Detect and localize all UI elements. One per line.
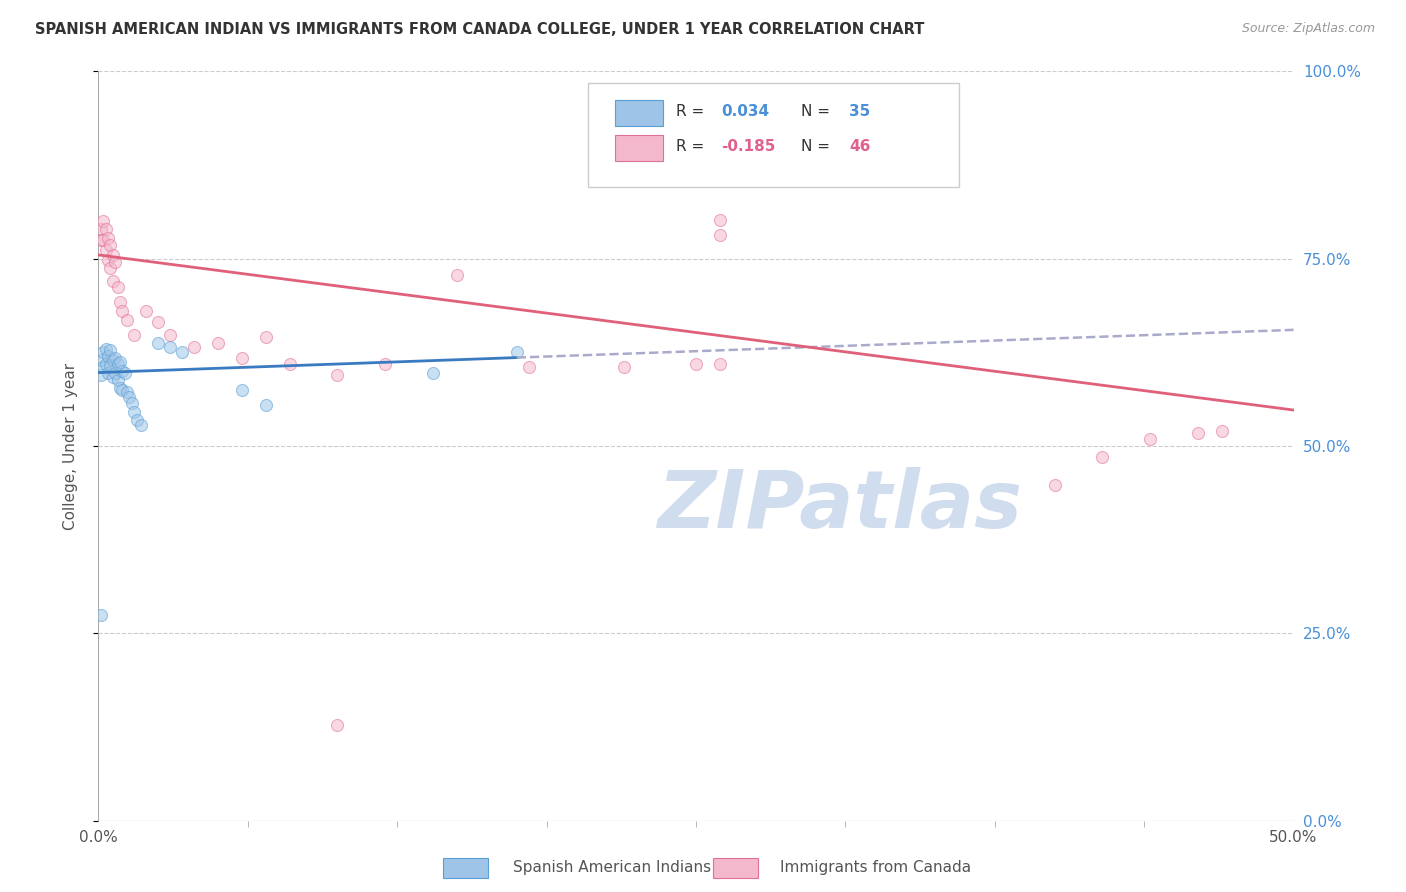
Point <box>121 395 143 409</box>
Point <box>231 351 253 365</box>
Point <box>613 360 636 375</box>
Point <box>111 364 134 378</box>
Text: 46: 46 <box>849 139 870 153</box>
Point <box>115 313 138 327</box>
Point <box>101 370 124 384</box>
Point <box>90 233 112 247</box>
Text: Source: ZipAtlas.com: Source: ZipAtlas.com <box>1241 22 1375 36</box>
Point <box>125 413 148 427</box>
Text: R =: R = <box>676 103 709 119</box>
Point <box>114 366 136 380</box>
Point <box>104 351 127 365</box>
Point <box>1091 450 1114 465</box>
Point <box>183 340 205 354</box>
Text: N =: N = <box>801 139 835 153</box>
Point <box>108 295 131 310</box>
Point <box>422 366 444 380</box>
Text: ZIPatlas: ZIPatlas <box>657 467 1022 545</box>
Point <box>159 340 181 354</box>
FancyBboxPatch shape <box>614 100 662 126</box>
Point <box>804 105 827 120</box>
Point <box>936 93 959 107</box>
Point <box>1211 424 1233 438</box>
Text: SPANISH AMERICAN INDIAN VS IMMIGRANTS FROM CANADA COLLEGE, UNDER 1 YEAR CORRELAT: SPANISH AMERICAN INDIAN VS IMMIGRANTS FR… <box>35 22 925 37</box>
Point <box>231 383 253 397</box>
Point <box>278 357 301 371</box>
Point <box>107 373 129 387</box>
Point <box>91 360 114 375</box>
Point <box>506 345 529 359</box>
Point <box>97 253 120 268</box>
Text: Immigrants from Canada: Immigrants from Canada <box>780 860 972 874</box>
Point <box>94 221 117 235</box>
Point <box>97 366 120 380</box>
Point <box>172 345 194 359</box>
Point <box>104 255 127 269</box>
Point <box>90 368 112 382</box>
Point <box>94 357 117 371</box>
Point <box>111 383 134 397</box>
Point <box>98 343 122 357</box>
Point <box>104 366 127 380</box>
Point <box>661 155 683 169</box>
Point <box>135 304 157 318</box>
Text: N =: N = <box>801 103 835 119</box>
Point <box>709 212 731 227</box>
Point <box>1043 478 1066 492</box>
Point <box>91 233 114 247</box>
Point <box>98 358 122 372</box>
Point <box>709 227 731 242</box>
Point <box>97 230 120 244</box>
Point <box>446 268 468 282</box>
Point <box>159 328 181 343</box>
Point <box>107 280 129 294</box>
FancyBboxPatch shape <box>589 83 959 187</box>
Point <box>94 243 117 257</box>
Point <box>111 304 134 318</box>
Point <box>326 368 349 382</box>
Point <box>94 342 117 356</box>
Point <box>374 357 396 371</box>
Point <box>517 360 540 375</box>
Text: 35: 35 <box>849 103 870 119</box>
Text: R =: R = <box>676 139 709 153</box>
Point <box>98 238 122 252</box>
Point <box>124 328 146 343</box>
Point <box>254 330 277 344</box>
Point <box>90 221 112 235</box>
Text: 0.034: 0.034 <box>721 103 769 119</box>
Point <box>709 357 731 371</box>
Point <box>98 260 122 275</box>
Point <box>1139 432 1161 446</box>
Text: Spanish American Indians: Spanish American Indians <box>513 860 711 874</box>
Point <box>254 398 277 412</box>
Point <box>101 248 124 262</box>
Point <box>207 335 229 350</box>
Point <box>637 170 659 185</box>
Point <box>101 274 124 288</box>
Point <box>124 405 146 419</box>
Y-axis label: College, Under 1 year: College, Under 1 year <box>63 362 77 530</box>
Point <box>97 349 120 363</box>
Point <box>115 385 138 400</box>
Point <box>91 214 114 228</box>
Point <box>148 335 170 350</box>
Text: -0.185: -0.185 <box>721 139 776 153</box>
Point <box>90 352 112 367</box>
Point <box>90 607 112 622</box>
Point <box>326 717 349 731</box>
Point <box>1187 425 1209 440</box>
Point <box>118 390 141 404</box>
Point <box>685 357 707 371</box>
Point <box>108 380 131 394</box>
Point <box>91 345 114 359</box>
FancyBboxPatch shape <box>614 135 662 161</box>
Point <box>101 352 124 367</box>
Point <box>148 315 170 329</box>
Point <box>131 417 153 432</box>
Point <box>108 355 131 369</box>
Point <box>107 357 129 371</box>
